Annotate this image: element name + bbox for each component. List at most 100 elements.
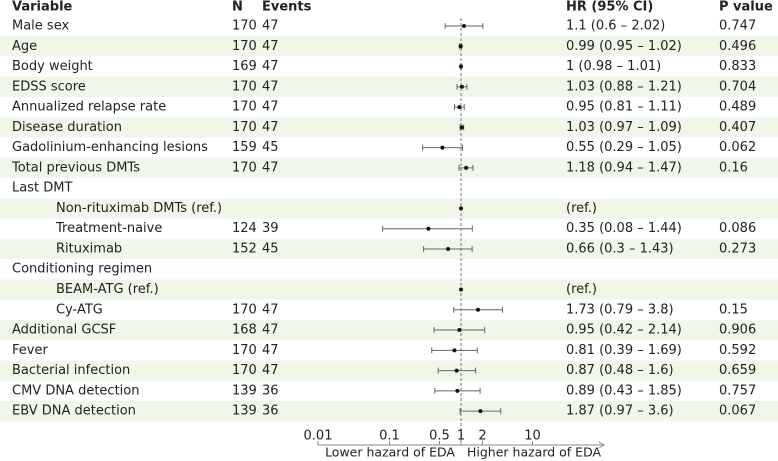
row-band (0, 400, 778, 422)
hr-point (459, 206, 463, 211)
hr-point (478, 409, 483, 414)
row-variable: Last DMT (12, 181, 72, 196)
hr-point (458, 44, 463, 49)
row-n: 170 (232, 363, 257, 378)
row-variable: Disease duration (12, 120, 122, 135)
row-variable: Cy-ATG (56, 302, 103, 317)
x-axis-arrow (598, 441, 605, 449)
row-events: 36 (262, 383, 279, 398)
row-hr-label: 1 (0.98 – 1.01) (566, 59, 661, 74)
row-n: 139 (232, 383, 257, 398)
row-variable: EDSS score (12, 79, 86, 94)
row-variable: Fever (12, 343, 48, 358)
row-variable: Non-rituximab DMTs (ref.) (56, 201, 222, 216)
row-events: 47 (262, 302, 279, 317)
row-hr-label: 0.81 (0.39 – 1.69) (566, 343, 682, 358)
hr-point (459, 125, 464, 130)
row-hr-label: 0.95 (0.81 – 1.11) (566, 100, 682, 115)
row-variable: CMV DNA detection (12, 383, 139, 398)
x-label-right: Higher hazard of EDA (467, 445, 601, 460)
hr-point (459, 64, 463, 69)
row-variable: Gadolinium-enhancing lesions (12, 140, 208, 155)
row-n: 170 (232, 343, 257, 358)
row-hr-label: 1.87 (0.97 – 3.6) (566, 404, 674, 419)
row-events: 47 (262, 100, 279, 115)
x-tick-label: 10 (524, 429, 541, 444)
row-n: 170 (232, 302, 257, 317)
row-band (0, 117, 778, 138)
row-n: 170 (232, 19, 257, 34)
row-events: 47 (262, 160, 279, 175)
row-variable: Body weight (12, 59, 93, 74)
row-hr-label: 1.03 (0.88 – 1.21) (566, 79, 682, 94)
row-variable: Total previous DMTs (11, 160, 140, 175)
row-n: 170 (232, 100, 257, 115)
hr-point (459, 287, 463, 292)
hr-point (457, 105, 462, 110)
row-p: 0.496 (719, 39, 756, 54)
hr-point (455, 388, 460, 393)
hr-point (440, 145, 445, 150)
hr-point (446, 246, 451, 251)
hr-point (459, 84, 464, 89)
row-hr-label: 0.35 (0.08 – 1.44) (566, 221, 682, 236)
hr-point (464, 165, 469, 170)
row-n: 170 (232, 39, 257, 54)
row-events: 47 (262, 343, 279, 358)
row-hr-label: 1.1 (0.6 – 2.02) (566, 19, 665, 34)
row-hr-label: 1.73 (0.79 – 3.8) (566, 302, 674, 317)
row-n: 124 (232, 221, 257, 236)
hr-point (457, 328, 462, 333)
row-hr-label: (ref.) (566, 282, 597, 297)
row-n: 170 (232, 160, 257, 175)
row-hr-label: 0.66 (0.3 – 1.43) (566, 241, 674, 256)
row-hr-label: 0.87 (0.48 – 1.6) (566, 363, 674, 378)
row-n: 159 (232, 140, 257, 155)
row-events: 47 (262, 120, 279, 135)
header-n: N (232, 0, 243, 15)
hr-point (426, 226, 431, 231)
row-variable: Age (12, 39, 37, 54)
row-p: 0.273 (719, 241, 756, 256)
header-p: P value (719, 0, 773, 15)
row-variable: Male sex (12, 19, 69, 34)
row-p: 0.747 (719, 19, 756, 34)
row-band (0, 279, 778, 300)
row-variable: Bacterial infection (12, 363, 130, 378)
row-events: 47 (262, 19, 279, 34)
row-variable: Rituximab (56, 241, 122, 256)
row-variable: EBV DNA detection (12, 404, 136, 419)
row-band (0, 76, 778, 97)
row-hr-label: (ref.) (566, 201, 597, 216)
row-band (0, 238, 778, 260)
x-label-left: Lower hazard of EDA (325, 445, 455, 460)
row-hr-label: 0.99 (0.95 – 1.02) (566, 39, 682, 54)
row-hr-label: 0.95 (0.42 – 2.14) (566, 323, 682, 338)
row-hr-label: 1.18 (0.94 – 1.47) (566, 160, 682, 175)
row-variable: Conditioning regimen (12, 262, 152, 277)
x-tick-label: 1 (457, 429, 465, 444)
row-p: 0.489 (719, 100, 756, 115)
x-tick-label: 0.1 (379, 429, 400, 444)
row-n: 170 (232, 79, 257, 94)
row-events: 45 (262, 241, 279, 256)
row-p: 0.592 (719, 343, 756, 358)
row-n: 170 (232, 120, 257, 135)
row-band (0, 36, 778, 57)
row-hr-label: 0.89 (0.43 – 1.85) (566, 383, 682, 398)
row-n: 169 (232, 59, 257, 74)
row-hr-label: 0.55 (0.29 – 1.05) (566, 140, 682, 155)
x-tick-label: 2 (478, 429, 486, 444)
row-events: 39 (262, 221, 279, 236)
row-n: 152 (232, 241, 257, 256)
row-p: 0.757 (719, 383, 756, 398)
row-p: 0.067 (719, 404, 756, 419)
row-p: 0.16 (719, 160, 748, 175)
row-events: 47 (262, 39, 279, 54)
row-n: 139 (232, 404, 257, 419)
row-p: 0.906 (719, 323, 756, 338)
header-variable: Variable (12, 0, 73, 15)
row-variable: BEAM-ATG (ref.) (56, 282, 159, 297)
row-p: 0.086 (719, 221, 756, 236)
